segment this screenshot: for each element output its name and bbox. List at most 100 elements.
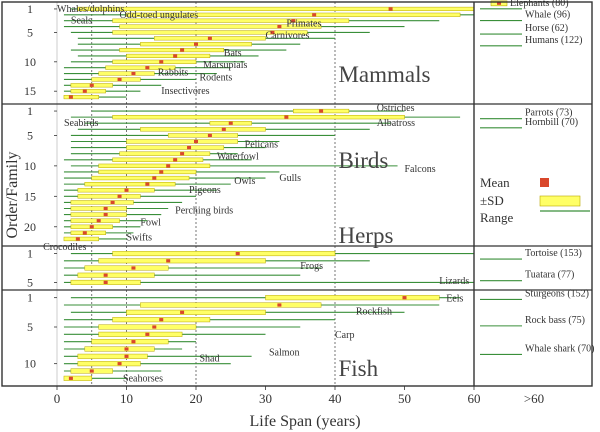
sd-bar	[77, 194, 141, 199]
y-tick-label: 5	[27, 320, 33, 334]
mean-marker	[180, 48, 185, 52]
outlier-label: Horse (62)	[525, 23, 568, 34]
mean-marker	[145, 182, 150, 186]
sd-bar	[119, 47, 225, 53]
sd-bar	[98, 169, 197, 175]
panel-herps: 1 5 Crocodiles Frogs Lizards Herps	[2, 223, 592, 289]
sd-bar	[98, 324, 197, 330]
group-label: Seahorses	[123, 373, 163, 384]
outlier-label: Hornbill (70)	[525, 117, 578, 128]
sd-bar	[91, 339, 169, 345]
outlier-label: Rock bass (75)	[525, 315, 585, 326]
sd-bar	[70, 89, 106, 94]
y-tick-label: 5	[27, 128, 33, 142]
group-label: Owls	[234, 176, 255, 187]
outlier-label: Whale shark (70)	[525, 343, 594, 354]
x-tick-label: 30	[259, 391, 272, 406]
mean-marker	[319, 109, 324, 113]
y-tick-label: 10	[24, 159, 36, 173]
sd-bar	[77, 361, 141, 367]
group-label: Primates	[286, 19, 321, 30]
group-label: Ostriches	[377, 103, 415, 114]
outlier-label: Sturgeons (152)	[525, 288, 589, 299]
sd-bar	[126, 309, 266, 315]
mean-marker	[159, 318, 164, 322]
mean-marker	[152, 325, 157, 329]
sd-bar	[77, 353, 148, 359]
mean-marker	[194, 42, 198, 46]
group-label: Shad	[199, 354, 219, 365]
sd-bar	[77, 188, 155, 193]
panel-name: Birds	[338, 148, 388, 173]
mean-marker	[103, 273, 108, 277]
mean-marker	[388, 7, 393, 11]
sd-bar	[126, 145, 225, 150]
group-label: Whales/dolphins	[57, 4, 124, 15]
group-label: Frogs	[300, 261, 323, 272]
mean-marker	[152, 176, 157, 180]
mean-marker	[75, 237, 80, 241]
mean-marker	[68, 95, 73, 99]
mean-marker	[235, 252, 240, 256]
panel-name: Mammals	[338, 62, 430, 87]
sd-bar	[112, 18, 350, 23]
mean-marker	[312, 13, 317, 17]
mean-marker	[277, 24, 282, 29]
mean-marker	[173, 54, 178, 58]
x-axis-title: Life Span (years)	[249, 413, 360, 430]
mean-marker	[277, 303, 282, 307]
outlier-label: Humans (122)	[525, 35, 583, 46]
mean-marker	[103, 280, 108, 284]
mean-marker	[82, 231, 87, 235]
mean-marker	[221, 127, 226, 131]
mean-marker	[207, 36, 212, 40]
y-tick-label: 1	[27, 291, 33, 305]
mean-marker	[166, 164, 171, 168]
sd-bar	[77, 272, 155, 278]
y-tick-label: 5	[27, 25, 33, 39]
mean-marker	[117, 362, 122, 366]
mean-marker	[228, 121, 233, 125]
mean-marker	[291, 19, 296, 23]
mean-marker	[159, 60, 164, 64]
group-label: Eels	[446, 293, 463, 304]
mean-marker	[159, 170, 164, 174]
y-tick-label: 20	[24, 220, 36, 234]
outlier-label: Parrots (73)	[525, 108, 573, 119]
sd-bar	[70, 206, 127, 211]
mean-marker	[89, 83, 94, 87]
sd-bar	[98, 163, 211, 169]
y-axis-title: Order/Family	[4, 151, 21, 238]
mean-marker	[131, 266, 136, 270]
mean-marker	[131, 71, 136, 76]
group-label: Carnivores	[266, 30, 310, 41]
sd-bar	[126, 139, 238, 144]
group-label: Marsupials	[203, 60, 248, 71]
mean-marker	[194, 139, 198, 144]
group-label: Lizards	[439, 276, 469, 287]
mean-marker	[68, 376, 73, 380]
mean-marker	[207, 133, 212, 138]
legend-sd-label: ±SD	[480, 193, 504, 208]
mean-marker	[82, 89, 87, 93]
x-tick-label: 40	[329, 391, 342, 406]
sd-bar	[84, 346, 155, 352]
sd-bar	[119, 151, 211, 156]
sd-bar	[112, 114, 405, 120]
group-label: Rockfish	[356, 307, 392, 318]
group-label: Perching birds	[175, 205, 233, 216]
group-label: Waterfowl	[217, 152, 259, 163]
sd-bar	[112, 59, 197, 64]
y-tick-label: 1	[27, 104, 33, 118]
mean-marker	[166, 259, 171, 263]
group-label: Rodents	[199, 73, 232, 84]
panel-name: Herps	[338, 223, 393, 248]
sd-bar	[140, 302, 322, 308]
mean-marker	[89, 225, 94, 229]
sd-bar	[63, 236, 99, 242]
y-tick-label: 1	[27, 2, 33, 16]
sd-bar	[112, 157, 204, 162]
mean-marker	[145, 66, 150, 70]
mean-marker	[124, 188, 129, 192]
